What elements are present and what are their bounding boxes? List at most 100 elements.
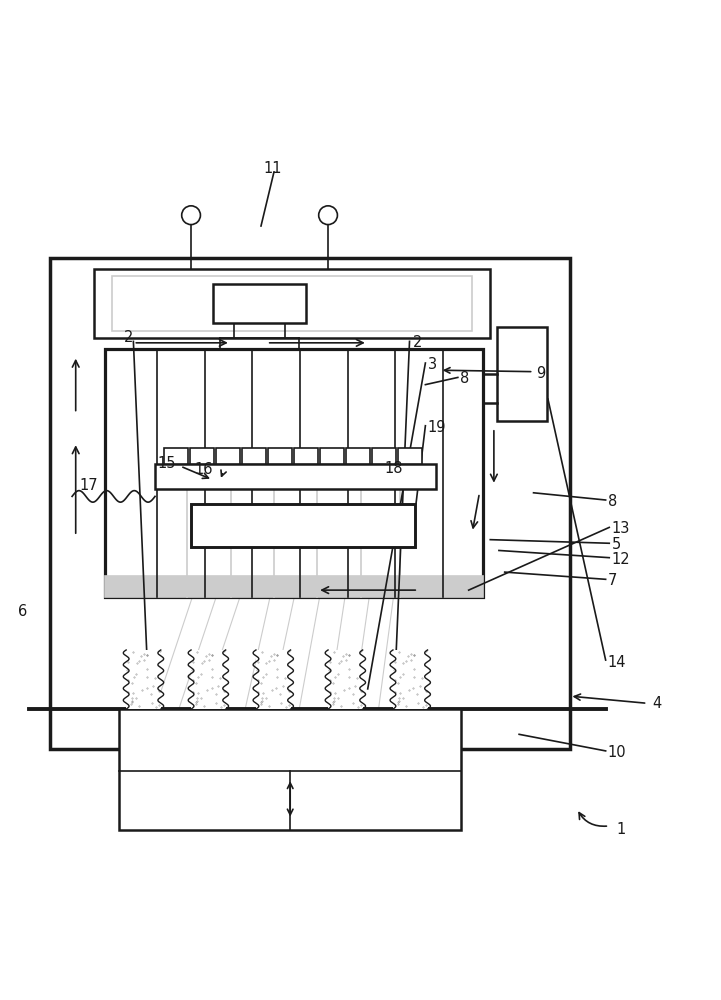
Point	[126, 693, 138, 709]
Point	[271, 647, 283, 663]
Point	[332, 690, 344, 706]
Point	[131, 666, 142, 682]
Point	[394, 644, 405, 660]
Point	[394, 669, 406, 685]
Point	[324, 684, 335, 700]
Text: 6: 6	[18, 604, 27, 619]
Text: 19: 19	[428, 420, 446, 435]
Point	[353, 699, 364, 715]
Point	[255, 696, 267, 712]
Point	[271, 661, 283, 677]
Point	[394, 690, 405, 706]
Point	[400, 698, 412, 714]
Bar	[105, 576, 483, 597]
Point	[392, 694, 404, 710]
Point	[187, 654, 199, 670]
Point	[327, 675, 339, 691]
Point	[133, 698, 145, 714]
Text: 14: 14	[608, 655, 627, 670]
Point	[340, 646, 352, 662]
Point	[123, 654, 134, 670]
Point	[405, 646, 417, 662]
Bar	[50, 258, 570, 749]
Point	[323, 662, 335, 678]
Point	[398, 655, 410, 671]
Text: 2: 2	[124, 330, 133, 345]
Text: 3: 3	[428, 357, 438, 372]
Text: 8: 8	[460, 371, 469, 386]
Point	[275, 695, 287, 711]
Point	[141, 647, 153, 663]
Point	[333, 655, 345, 671]
Point	[192, 644, 203, 660]
Bar	[320, 448, 344, 464]
Point	[141, 647, 153, 663]
Point	[421, 683, 433, 699]
Point	[206, 647, 218, 663]
Point	[261, 655, 273, 671]
Bar	[155, 464, 436, 489]
Point	[355, 697, 367, 713]
Point	[154, 697, 165, 713]
Point	[193, 669, 204, 685]
Point	[255, 675, 267, 691]
Point	[252, 672, 264, 688]
Point	[335, 698, 347, 714]
Point	[412, 686, 423, 702]
Point	[141, 680, 152, 696]
Bar	[105, 349, 483, 597]
Text: 7: 7	[608, 573, 617, 588]
Point	[146, 695, 157, 711]
Point	[138, 652, 150, 668]
Point	[216, 699, 227, 715]
Point	[263, 653, 275, 669]
Point	[279, 670, 291, 686]
Point	[271, 669, 283, 685]
Point	[348, 695, 359, 711]
Bar	[346, 448, 370, 464]
Point	[324, 654, 336, 670]
Point	[203, 646, 215, 662]
Point	[408, 647, 420, 663]
Point	[343, 669, 355, 685]
Point	[393, 693, 404, 709]
Point	[255, 694, 267, 710]
Point	[343, 647, 355, 663]
Point	[340, 652, 352, 668]
Point	[252, 684, 263, 700]
Point	[206, 647, 218, 663]
Bar	[191, 504, 415, 547]
Point	[257, 669, 269, 685]
Point	[388, 662, 399, 678]
Point	[219, 683, 231, 699]
Point	[389, 672, 401, 688]
Point	[151, 699, 162, 715]
Point	[265, 648, 277, 664]
Point	[218, 697, 230, 713]
Point	[283, 697, 295, 713]
Point	[206, 669, 218, 685]
Point	[263, 698, 275, 714]
Point	[198, 653, 210, 669]
Point	[145, 686, 156, 702]
Text: 5: 5	[611, 537, 621, 552]
Point	[284, 683, 296, 699]
Point	[337, 648, 349, 664]
Bar	[497, 327, 547, 421]
Point	[327, 694, 339, 710]
Point	[397, 666, 409, 682]
Point	[196, 655, 208, 671]
Point	[256, 693, 267, 709]
Point	[206, 661, 218, 677]
Point	[328, 693, 340, 709]
Point	[257, 685, 269, 701]
Point	[195, 666, 207, 682]
Point	[394, 685, 406, 701]
Point	[154, 683, 166, 699]
Bar	[191, 650, 226, 709]
Point	[193, 685, 204, 701]
Point	[412, 695, 424, 711]
Point	[389, 654, 401, 670]
Bar	[112, 276, 472, 331]
Point	[251, 662, 262, 678]
